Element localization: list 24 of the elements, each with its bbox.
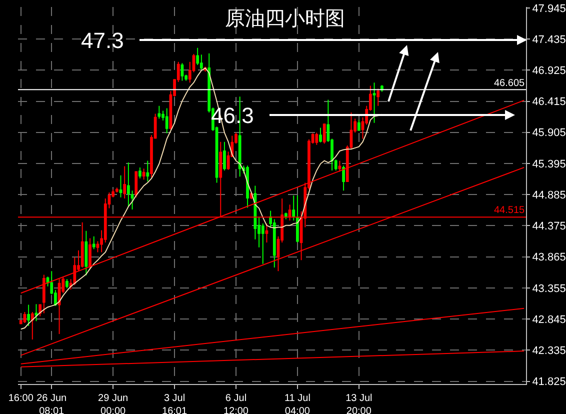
annotation: 47.3 <box>81 28 124 53</box>
y-tick-label: 45.905 <box>532 127 566 140</box>
y-tick-label: 42.845 <box>532 314 566 326</box>
y-tick-label: 44.885 <box>532 189 566 202</box>
y-tick-label: 42.335 <box>532 344 566 357</box>
y-tick-label: 47.435 <box>532 34 566 46</box>
x-tick-label: 11 Jul 04:00 <box>284 393 310 414</box>
y-tick-label: 46.415 <box>532 96 566 108</box>
x-tick-label: 26 Jun 08:01 <box>36 393 67 414</box>
y-tick-label: 41.825 <box>532 376 566 388</box>
y-tick-label: 43.355 <box>532 282 566 295</box>
x-tick-label: 16:00 <box>8 393 34 404</box>
x-tick-label: 13 Jul 20:00 <box>346 393 372 414</box>
x-tick-label: 3 Jul 16:01 <box>162 393 188 414</box>
y-tick-label: 44.375 <box>532 220 566 233</box>
x-tick-label: 29 Jun 00:00 <box>98 393 128 414</box>
ref-line-label: 44.515 <box>494 205 526 216</box>
y-tick-label: 43.865 <box>532 252 566 264</box>
chart-title: 原油四小时图 <box>225 8 345 30</box>
x-tick-label: 6 Jul 12:00 <box>223 393 249 414</box>
y-tick-label: 47.945 <box>532 2 566 15</box>
y-tick-label: 45.395 <box>532 158 566 170</box>
y-tick-label: 46.925 <box>532 64 566 77</box>
ref-line-label: 46.605 <box>494 78 526 89</box>
